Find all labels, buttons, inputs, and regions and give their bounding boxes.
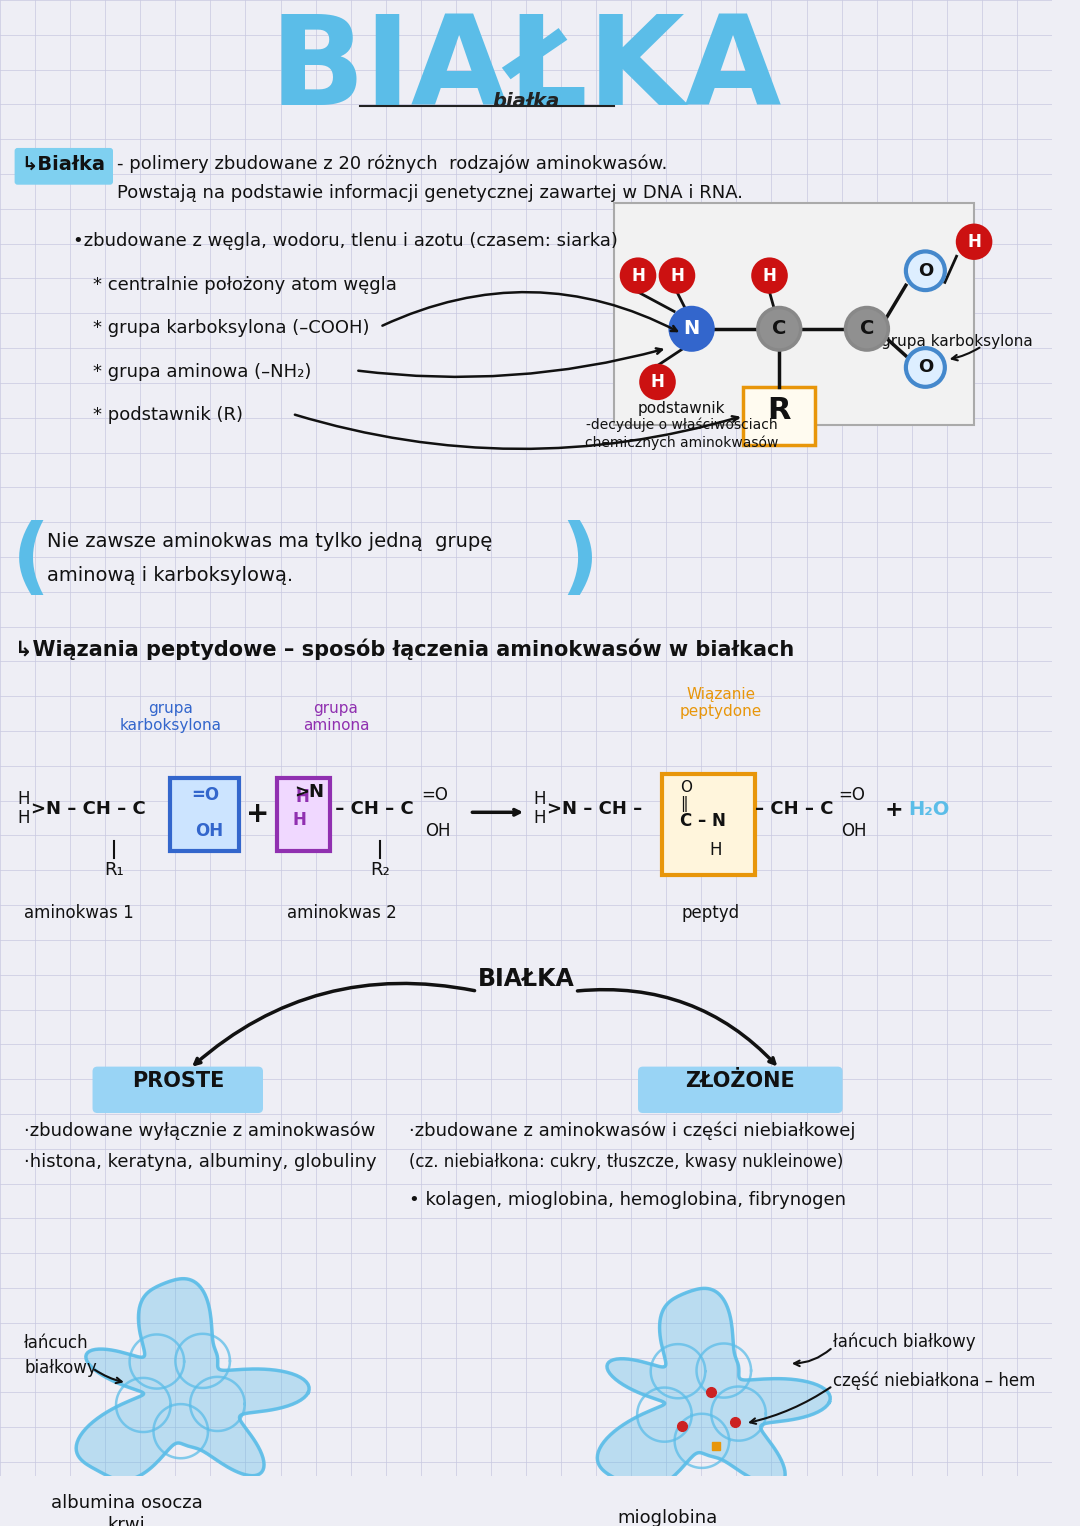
Circle shape [906,348,945,386]
Text: +: + [246,800,270,827]
Text: * podstawnik (R): * podstawnik (R) [93,406,243,424]
Text: C: C [772,319,786,339]
Text: Wiązanie
peptydone: Wiązanie peptydone [679,687,761,719]
Text: =O: =O [191,786,219,804]
FancyBboxPatch shape [15,148,113,185]
Text: N: N [684,319,700,339]
Text: H: H [293,812,306,829]
Circle shape [906,252,945,290]
Text: ‖: ‖ [680,797,688,812]
Text: OH: OH [194,823,222,839]
Text: łańcuch: łańcuch [25,1334,89,1352]
Polygon shape [77,1279,309,1480]
Text: •zbudowane z węgla, wodoru, tlenu i azotu (czasem: siarka): •zbudowane z węgla, wodoru, tlenu i azot… [73,232,618,250]
Text: H: H [710,841,723,859]
Text: H: H [650,372,664,391]
Circle shape [621,259,654,291]
Circle shape [846,308,889,349]
Text: * grupa karboksylona (–COOH): * grupa karboksylona (–COOH) [93,319,369,337]
Circle shape [640,366,674,398]
Text: H: H [534,809,546,827]
Text: ZŁOŻONE: ZŁOŻONE [686,1071,795,1091]
Text: podstawnik: podstawnik [638,401,726,417]
Text: -decyduje o właściwościach: -decyduje o właściwościach [586,418,778,432]
Text: O: O [918,262,933,279]
Text: – CH – C: – CH – C [329,800,414,818]
Text: BIAŁKA: BIAŁKA [477,967,575,990]
Text: O: O [918,359,933,377]
Text: * grupa aminowa (–NH₂): * grupa aminowa (–NH₂) [93,363,311,380]
Text: - polimery zbudowane z 20 różnych  rodzajów aminokwasów.: - polimery zbudowane z 20 różnych rodzaj… [117,154,667,174]
Text: albumina osocza: albumina osocza [51,1494,203,1512]
Text: H: H [631,267,645,284]
Text: aminokwas 1: aminokwas 1 [25,905,134,922]
Text: peptyd: peptyd [681,905,740,922]
Text: H: H [17,809,30,827]
Text: H: H [670,267,684,284]
Text: – CH – C: – CH – C [755,800,834,818]
Text: R₂: R₂ [370,861,390,879]
FancyBboxPatch shape [743,386,815,444]
FancyBboxPatch shape [276,778,330,852]
Text: aminokwas 2: aminokwas 2 [287,905,397,922]
Text: białkowy: białkowy [25,1358,97,1376]
Text: OH: OH [424,823,450,839]
Text: ↳Wiązania peptydowe – sposób łączenia aminokwasów w białkach: ↳Wiązania peptydowe – sposób łączenia am… [15,638,794,659]
Text: grupa karboksylona: grupa karboksylona [881,334,1032,348]
FancyBboxPatch shape [613,203,974,426]
Text: H: H [762,267,777,284]
Circle shape [661,259,693,291]
Circle shape [758,308,800,349]
Circle shape [958,226,990,258]
Text: =O: =O [421,786,448,804]
Text: krwi: krwi [108,1517,146,1526]
Text: ·zbudowane wyłącznie z aminokwasów: ·zbudowane wyłącznie z aminokwasów [25,1122,376,1140]
Text: ·zbudowane z aminokwasów i części niebiałkowej: ·zbudowane z aminokwasów i części niebia… [409,1122,855,1140]
Polygon shape [597,1288,831,1489]
Text: aminową i karboksylową.: aminową i karboksylową. [46,566,293,584]
FancyBboxPatch shape [662,774,755,874]
Text: >N – CH –: >N – CH – [548,800,643,818]
Text: ): ) [561,520,598,601]
Text: białka: białka [492,92,559,111]
Text: łańcuch białkowy: łańcuch białkowy [833,1332,975,1351]
Text: Powstają na podstawie informacji genetycznej zawartej w DNA i RNA.: Powstają na podstawie informacji genetyc… [117,183,743,201]
FancyBboxPatch shape [93,1067,264,1112]
Text: (: ( [12,520,50,601]
Text: >N – CH – C: >N – CH – C [31,800,146,818]
Text: H: H [296,787,310,806]
Text: =O: =O [838,786,865,804]
Text: H: H [534,790,546,809]
Text: ·histona, keratyna, albuminy, globuliny: ·histona, keratyna, albuminy, globuliny [25,1152,377,1170]
FancyBboxPatch shape [638,1067,842,1112]
Text: H: H [967,233,981,250]
Circle shape [753,259,786,291]
Text: mioglobina: mioglobina [617,1509,717,1526]
Text: grupa
aminona: grupa aminona [302,700,369,734]
Text: BIAŁKA: BIAŁKA [270,9,782,131]
Text: +: + [885,800,904,819]
Text: C: C [860,319,874,339]
Text: PROSTE: PROSTE [132,1071,225,1091]
Text: H: H [17,790,30,809]
Text: C – N: C – N [680,812,726,830]
FancyBboxPatch shape [171,778,239,852]
Text: (cz. niebiałkona: cukry, tłuszcze, kwasy nukleinowe): (cz. niebiałkona: cukry, tłuszcze, kwasy… [409,1152,843,1170]
Text: • kolagen, mioglobina, hemoglobina, fibrynogen: • kolagen, mioglobina, hemoglobina, fibr… [409,1192,846,1210]
Text: R₁: R₁ [104,861,124,879]
Text: * centralnie położony atom węgla: * centralnie położony atom węgla [93,276,396,293]
Text: R: R [768,397,791,426]
Text: ↳Białka: ↳Białka [22,154,106,174]
Text: Nie zawsze aminokwas ma tylko jedną  grupę: Nie zawsze aminokwas ma tylko jedną grup… [46,533,492,551]
Text: OH: OH [841,823,867,839]
Text: chemicznych aminokwasów: chemicznych aminokwasów [585,435,779,450]
Text: H₂O: H₂O [908,800,949,819]
Text: grupa
karboksylona: grupa karboksylona [120,700,221,734]
Circle shape [671,308,713,349]
Text: >N: >N [294,783,324,801]
Text: O: O [680,780,692,795]
Text: część niebiałkona – hem: część niebiałkona – hem [833,1372,1036,1390]
